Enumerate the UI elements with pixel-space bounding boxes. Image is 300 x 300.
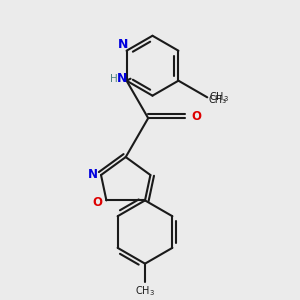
Text: CH$_3$: CH$_3$ — [209, 90, 229, 104]
Text: N: N — [117, 72, 128, 85]
Text: CH$_3$: CH$_3$ — [135, 284, 155, 298]
Text: H: H — [110, 74, 118, 84]
Text: N: N — [88, 168, 98, 181]
Text: N: N — [118, 38, 128, 51]
Text: CH₃: CH₃ — [209, 95, 227, 105]
Text: O: O — [92, 196, 102, 209]
Text: O: O — [191, 110, 202, 123]
